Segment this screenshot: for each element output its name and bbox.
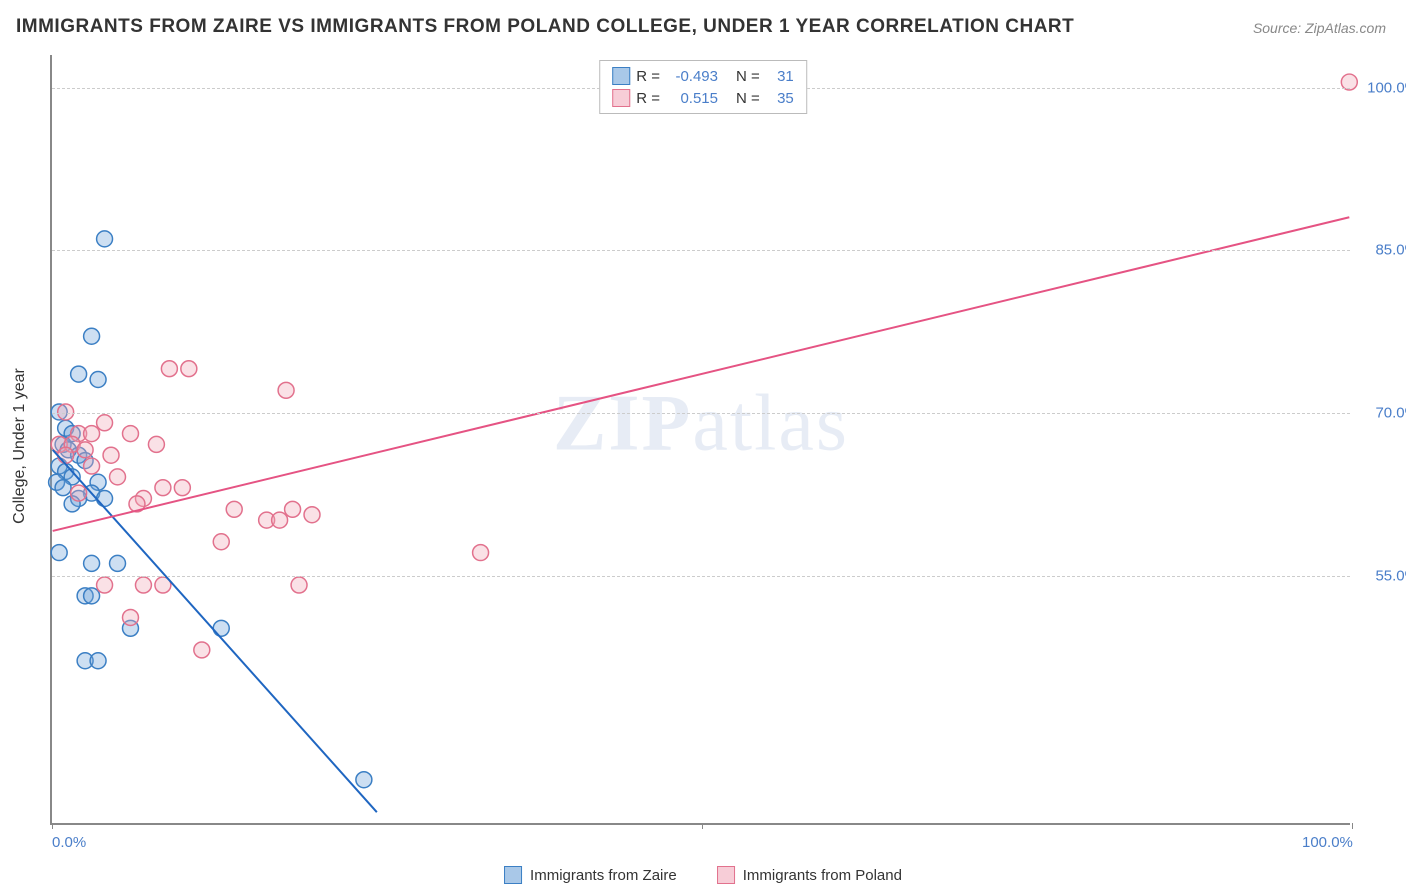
data-point bbox=[272, 512, 288, 528]
data-point bbox=[97, 415, 113, 431]
data-point bbox=[90, 653, 106, 669]
plot-area: ZIPatlas 55.0%70.0%85.0%100.0%0.0%100.0% bbox=[50, 55, 1350, 825]
legend-n-value: 31 bbox=[766, 68, 794, 85]
gridline bbox=[52, 250, 1350, 251]
x-tick bbox=[1352, 823, 1353, 829]
legend-swatch bbox=[717, 866, 735, 884]
legend-item: Immigrants from Poland bbox=[717, 866, 902, 884]
data-point bbox=[161, 361, 177, 377]
data-point bbox=[84, 555, 100, 571]
data-point bbox=[278, 382, 294, 398]
data-point bbox=[110, 555, 126, 571]
legend-row: R = 0.515 N = 35 bbox=[612, 87, 794, 109]
data-point bbox=[226, 501, 242, 517]
legend-label: Immigrants from Poland bbox=[743, 867, 902, 884]
x-tick-label: 0.0% bbox=[52, 834, 86, 851]
chart-title: IMMIGRANTS FROM ZAIRE VS IMMIGRANTS FROM… bbox=[16, 16, 1074, 38]
data-point bbox=[84, 588, 100, 604]
x-tick bbox=[52, 823, 53, 829]
legend-label: Immigrants from Zaire bbox=[530, 867, 677, 884]
y-tick-label: 55.0% bbox=[1358, 567, 1406, 584]
data-point bbox=[84, 328, 100, 344]
chart-svg bbox=[52, 55, 1350, 823]
series-legend: Immigrants from Zaire Immigrants from Pol… bbox=[504, 866, 902, 884]
gridline bbox=[52, 576, 1350, 577]
data-point bbox=[90, 372, 106, 388]
data-point bbox=[123, 426, 139, 442]
legend-r-value: 0.515 bbox=[666, 90, 718, 107]
legend-swatch bbox=[612, 89, 630, 107]
data-point bbox=[51, 545, 67, 561]
source-label: Source: ZipAtlas.com bbox=[1253, 20, 1386, 36]
data-point bbox=[103, 447, 119, 463]
legend-row: R = -0.493 N = 31 bbox=[612, 65, 794, 87]
legend-item: Immigrants from Zaire bbox=[504, 866, 677, 884]
chart-container: IMMIGRANTS FROM ZAIRE VS IMMIGRANTS FROM… bbox=[0, 0, 1406, 892]
data-point bbox=[97, 231, 113, 247]
data-point bbox=[58, 447, 74, 463]
legend-n-value: 35 bbox=[766, 90, 794, 107]
data-point bbox=[285, 501, 301, 517]
legend-n-label: N = bbox=[736, 68, 760, 85]
y-tick-label: 85.0% bbox=[1358, 242, 1406, 259]
data-point bbox=[97, 491, 113, 507]
x-tick-label: 100.0% bbox=[1302, 834, 1353, 851]
data-point bbox=[213, 620, 229, 636]
y-tick-label: 70.0% bbox=[1358, 404, 1406, 421]
data-point bbox=[174, 480, 190, 496]
legend-r-label: R = bbox=[636, 68, 660, 85]
trend-line bbox=[53, 450, 377, 812]
legend-swatch bbox=[504, 866, 522, 884]
legend-swatch bbox=[612, 67, 630, 85]
data-point bbox=[135, 577, 151, 593]
trend-line bbox=[53, 217, 1350, 531]
legend-r-label: R = bbox=[636, 90, 660, 107]
legend-n-label: N = bbox=[736, 90, 760, 107]
data-point bbox=[123, 609, 139, 625]
correlation-legend: R = -0.493 N = 31 R = 0.515 N = 35 bbox=[599, 60, 807, 114]
data-point bbox=[55, 480, 71, 496]
legend-r-value: -0.493 bbox=[666, 68, 718, 85]
data-point bbox=[473, 545, 489, 561]
data-point bbox=[71, 366, 87, 382]
gridline bbox=[52, 413, 1350, 414]
data-point bbox=[84, 426, 100, 442]
x-tick bbox=[702, 823, 703, 829]
data-point bbox=[71, 485, 87, 501]
data-point bbox=[181, 361, 197, 377]
data-point bbox=[155, 480, 171, 496]
data-point bbox=[194, 642, 210, 658]
data-point bbox=[77, 442, 93, 458]
data-point bbox=[84, 458, 100, 474]
y-tick-label: 100.0% bbox=[1358, 79, 1406, 96]
data-point bbox=[213, 534, 229, 550]
data-point bbox=[110, 469, 126, 485]
data-point bbox=[148, 436, 164, 452]
data-point bbox=[97, 577, 113, 593]
data-point bbox=[304, 507, 320, 523]
y-axis-label: College, Under 1 year bbox=[11, 368, 29, 524]
data-point bbox=[291, 577, 307, 593]
data-point bbox=[356, 772, 372, 788]
